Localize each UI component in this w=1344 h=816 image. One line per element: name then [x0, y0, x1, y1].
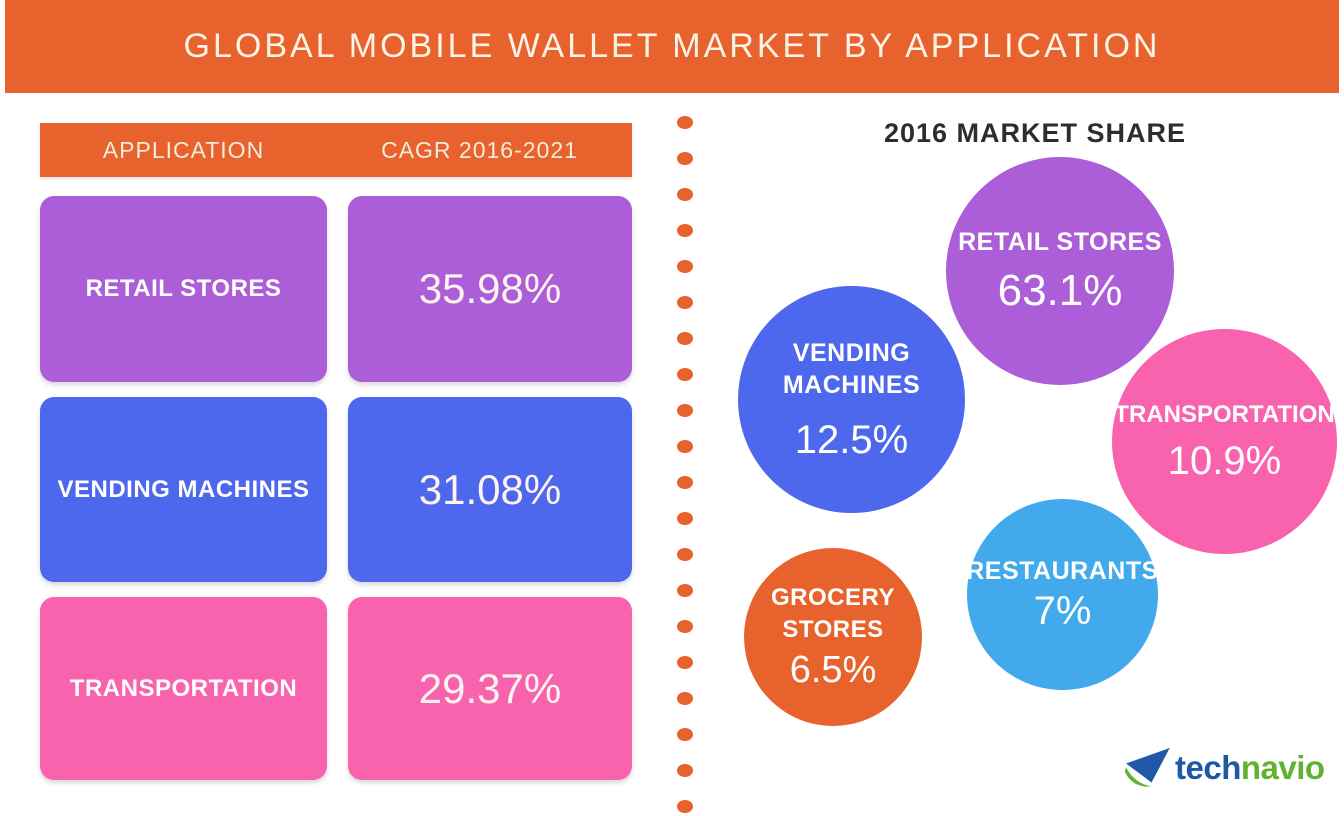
column-header-application: APPLICATION	[102, 136, 265, 163]
divider-dot	[677, 512, 693, 525]
paper-plane-icon	[1124, 748, 1170, 787]
table-row-vending-application: VENDING MACHINES	[40, 397, 327, 582]
title-banner: GLOBAL MOBILE WALLET MARKET BY APPLICATI…	[5, 0, 1339, 93]
table-row-retail-application: RETAIL STORES	[40, 196, 327, 382]
divider-dot	[677, 404, 693, 417]
logo-text-navio: navio	[1240, 749, 1325, 786]
divider-dot	[677, 548, 693, 561]
column-header-cagr: CAGR 2016-2021	[381, 136, 578, 163]
divider-dot	[677, 656, 693, 669]
divider-dot	[677, 764, 693, 777]
chart-title: 2016 MARKET SHARE	[883, 118, 1187, 148]
bubble-value: 12.5%	[794, 417, 909, 462]
logo-text: technavio	[1175, 749, 1325, 787]
bubble-transportation: TRANSPORTATION 10.9%	[1112, 329, 1337, 554]
bubble-value: 63.1%	[997, 266, 1123, 316]
bubble-label: TRANSPORTATION	[1114, 401, 1335, 429]
bubble-restaurants: RESTAURANTS 7%	[966, 499, 1159, 690]
divider-dot	[677, 620, 693, 633]
divider-dot	[677, 152, 693, 165]
divider-dot	[677, 476, 693, 489]
dotted-divider	[677, 116, 693, 816]
divider-dot	[677, 728, 693, 741]
divider-dot	[677, 368, 693, 381]
bubble-label: GROCERY	[771, 584, 895, 612]
table-row-vending-cagr: 31.08%	[348, 397, 632, 582]
table-row-transportation-application: TRANSPORTATION	[40, 597, 327, 780]
bubble-retail-stores: RETAIL STORES 63.1%	[946, 157, 1174, 385]
bubble-vending-machines: VENDING MACHINES 12.5%	[738, 286, 965, 513]
divider-dot	[677, 116, 693, 129]
bubble-value: 10.9%	[1167, 438, 1282, 483]
table-header-row: APPLICATION CAGR 2016-2021	[40, 123, 632, 177]
logo-text-tech: tech	[1175, 749, 1241, 786]
page-title: GLOBAL MOBILE WALLET MARKET BY APPLICATI…	[183, 27, 1161, 65]
bubble-label: VENDING	[792, 338, 911, 367]
divider-dot	[677, 440, 693, 453]
bubble-label: STORES	[782, 615, 884, 643]
bubble-grocery-stores: GROCERY STORES 6.5%	[744, 548, 922, 726]
divider-dot	[677, 224, 693, 237]
divider-dot	[677, 188, 693, 201]
divider-dot	[677, 584, 693, 597]
bubble-label: RESTAURANTS	[966, 556, 1159, 585]
table-row-transportation-cagr: 29.37%	[348, 597, 632, 780]
divider-dot	[677, 800, 693, 813]
divider-dot	[677, 260, 693, 273]
divider-dot	[677, 296, 693, 309]
divider-dot	[677, 332, 693, 345]
bubble-value: 7%	[1033, 589, 1092, 634]
table-row-retail-cagr: 35.98%	[348, 196, 632, 382]
bubble-label: MACHINES	[782, 371, 921, 399]
bubble-value: 6.5%	[789, 648, 877, 691]
bubble-label: RETAIL STORES	[958, 227, 1162, 256]
technavio-logo: technavio	[1124, 748, 1325, 788]
divider-dot	[677, 692, 693, 705]
